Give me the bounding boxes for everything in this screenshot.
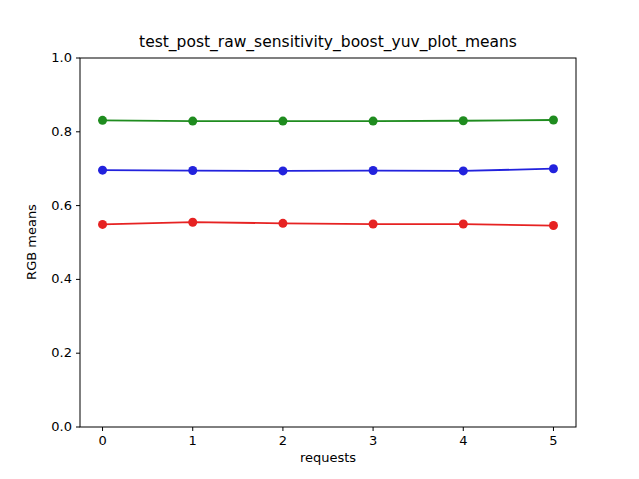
y-tick-label-0.0: 0.0	[28, 420, 72, 434]
x-tick-label-1: 1	[173, 434, 213, 448]
series-marker-blue-mean-x2	[278, 166, 287, 175]
x-tick-label-2: 2	[263, 434, 303, 448]
series-marker-green-mean-x1	[188, 117, 197, 126]
series-marker-blue-mean-x4	[459, 166, 468, 175]
series-marker-red-mean-x1	[188, 218, 197, 227]
x-tick-label-5: 5	[533, 434, 573, 448]
series-marker-blue-mean-x1	[188, 166, 197, 175]
series-marker-red-mean-x0	[98, 220, 107, 229]
series-marker-blue-mean-x5	[549, 164, 558, 173]
chart-figure: test_post_raw_sensitivity_boost_yuv_plot…	[0, 0, 639, 479]
x-tick-label-3: 3	[353, 434, 393, 448]
series-marker-green-mean-x0	[98, 116, 107, 125]
series-marker-red-mean-x5	[549, 221, 558, 230]
series-marker-green-mean-x4	[459, 116, 468, 125]
series-marker-blue-mean-x3	[369, 166, 378, 175]
series-line-red-mean	[103, 222, 554, 225]
series-line-blue-mean	[103, 169, 554, 171]
series-marker-green-mean-x3	[369, 117, 378, 126]
axes-spines	[80, 58, 576, 427]
series-line-green-mean	[103, 120, 554, 121]
series-marker-red-mean-x3	[369, 220, 378, 229]
y-tick-label-0.6: 0.6	[28, 199, 72, 213]
y-tick-label-0.2: 0.2	[28, 346, 72, 360]
series-marker-green-mean-x5	[549, 115, 558, 124]
y-tick-label-0.8: 0.8	[28, 125, 72, 139]
y-tick-label-1.0: 1.0	[28, 51, 72, 65]
plot-area	[0, 0, 639, 479]
x-tick-label-0: 0	[83, 434, 123, 448]
series-marker-red-mean-x4	[459, 220, 468, 229]
y-tick-label-0.4: 0.4	[28, 272, 72, 286]
series-marker-green-mean-x2	[278, 117, 287, 126]
series-marker-red-mean-x2	[278, 219, 287, 228]
series-marker-blue-mean-x0	[98, 166, 107, 175]
x-tick-label-4: 4	[443, 434, 483, 448]
